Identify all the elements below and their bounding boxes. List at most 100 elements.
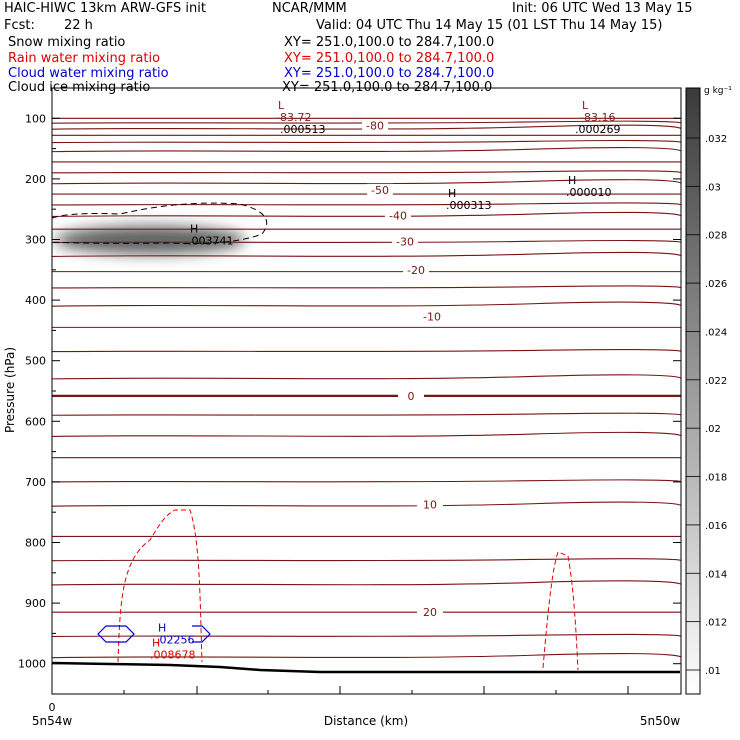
temp-label-bg — [417, 606, 443, 619]
cloud-water-contour-right — [192, 625, 211, 643]
y-tick-label: 900 — [25, 597, 46, 610]
colorbar-tick-label: .02 — [705, 424, 721, 435]
model-title: HAIC-HIWC 13km ARW-GFS init — [4, 1, 206, 16]
isotherm-line — [52, 580, 681, 586]
isotherm-line — [52, 301, 681, 307]
isotherm-line — [52, 431, 681, 437]
rain-contour-right — [542, 551, 579, 671]
extrema-value: .000513 — [280, 123, 326, 136]
colorbar-tick-label: .03 — [705, 182, 721, 193]
isotherm-line — [52, 202, 681, 206]
valid-time: Valid: 04 UTC Thu 14 May 15 (01 LST Thu … — [316, 18, 663, 33]
temp-label: -20 — [407, 264, 425, 277]
extrema-value: .000010 — [566, 186, 612, 199]
isotherm-line — [52, 285, 681, 289]
extrema-mark: L — [582, 99, 589, 112]
temp-label: 0 — [408, 390, 415, 403]
isotherm-line — [52, 412, 681, 416]
colorbar-tick-label: .012 — [705, 618, 727, 629]
y-tick-label: 400 — [25, 294, 46, 307]
y-tick-label: 800 — [25, 537, 46, 550]
y-axis-title: Pressure (hPa) — [3, 347, 17, 433]
plot-frame — [51, 87, 682, 695]
colorbar-tick-label: .018 — [705, 473, 727, 484]
isotherm-line — [52, 558, 681, 562]
colorbar-tick-label: .014 — [705, 569, 727, 580]
field-xy-cloud-water: XY= 251.0,100.0 to 284.7,100.0 — [284, 66, 495, 81]
isotherm-line — [52, 170, 681, 174]
cloud-water-contour-left — [97, 625, 135, 643]
contour-labels: -80-50-40-30-20-1001020L-83.72.000513L-8… — [150, 99, 621, 662]
temp-label: -30 — [396, 235, 414, 248]
isotherm-line — [52, 147, 681, 153]
isotherm-line — [52, 374, 681, 380]
extrema-value: .02256 — [156, 633, 195, 646]
colorbar-unit: g kg⁻¹ — [704, 86, 732, 96]
isotherm-line — [52, 633, 681, 637]
colorbar-tick-label: .032 — [705, 134, 727, 145]
extrema-mark: H — [190, 223, 198, 236]
isotherm-line — [52, 139, 681, 144]
colorbar-tick-label: .016 — [705, 521, 727, 532]
isotherm-lines — [52, 117, 681, 659]
org-label: NCAR/MMM — [272, 1, 347, 16]
temp-label: -50 — [371, 184, 389, 197]
extrema-mark: H — [152, 637, 160, 650]
fcst-label: Fcst: — [4, 18, 35, 33]
extrema-mark: H — [568, 174, 576, 187]
temp-label-bg — [362, 119, 388, 132]
isotherm-line — [52, 179, 681, 185]
isotherm-line — [52, 211, 681, 218]
temp-label-bg — [398, 389, 424, 402]
isotherm-line — [52, 124, 681, 130]
cloud-ice-shading — [55, 226, 245, 254]
colorbar-tick-label: .024 — [705, 327, 727, 338]
colorbar-tick-label: .028 — [705, 231, 727, 242]
rain-contour-left — [117, 509, 203, 663]
distance-axis — [51, 686, 629, 694]
y-tick-label: 300 — [25, 234, 46, 247]
extrema-value: -83.72 — [276, 111, 311, 124]
temp-label: 10 — [423, 498, 437, 511]
x-origin-label: 0 — [49, 701, 56, 714]
y-tick-label: 200 — [25, 173, 46, 186]
colorbar-tick-label: .022 — [705, 376, 727, 387]
temp-label: -40 — [389, 209, 407, 222]
temp-label-bg — [385, 209, 411, 222]
y-tick-label: 700 — [25, 476, 46, 489]
extrema-mark: H — [448, 187, 456, 200]
temp-label-bg — [419, 310, 445, 323]
y-tick-label: 1000 — [18, 658, 46, 671]
temp-label-bg — [417, 498, 443, 511]
isotherm-line — [52, 479, 681, 483]
isotherm-line — [52, 251, 681, 258]
fcst-value: 22 h — [64, 18, 93, 33]
x-axis-title: Distance (km) — [324, 714, 408, 728]
extrema-value: .003741 — [188, 235, 234, 248]
x-start-label: 5n54w — [32, 714, 73, 728]
extrema-mark: L — [278, 99, 285, 112]
extrema-value: .008678 — [150, 649, 196, 662]
y-tick-label: 100 — [25, 112, 46, 125]
colorbar-tick-label: .01 — [705, 666, 721, 677]
colorbar-tick-label: .026 — [705, 279, 727, 290]
temp-label: -10 — [423, 310, 441, 323]
isotherm-line — [52, 120, 681, 124]
temp-label-bg — [403, 263, 429, 276]
temp-label: -80 — [366, 120, 384, 133]
field-name-rain: Rain water mixing ratio — [8, 51, 161, 66]
temp-label-bg — [367, 183, 393, 196]
field-xy-rain: XY= 251.0,100.0 to 284.7,100.0 — [284, 51, 495, 66]
extrema-value: -83.16 — [580, 111, 615, 124]
y-tick-label: 500 — [25, 355, 46, 368]
field-name-snow: Snow mixing ratio — [8, 35, 126, 50]
extrema-value: .000313 — [446, 199, 492, 212]
temp-label-bg — [392, 235, 418, 248]
isotherm-line — [52, 349, 681, 353]
terrain-line — [52, 661, 680, 674]
isotherm-line — [52, 501, 681, 507]
field-name-cloud-water: Cloud water mixing ratio — [8, 66, 169, 81]
colorbar-gradient — [685, 87, 701, 695]
